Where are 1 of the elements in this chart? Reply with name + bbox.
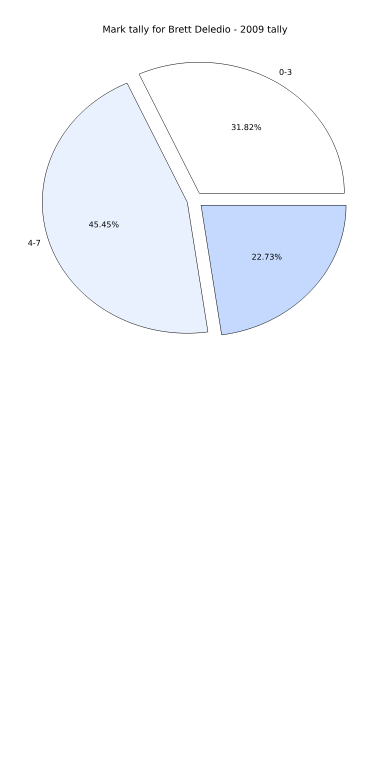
chart-title: Mark tally for Brett Deledio - 2009 tally — [103, 25, 288, 35]
